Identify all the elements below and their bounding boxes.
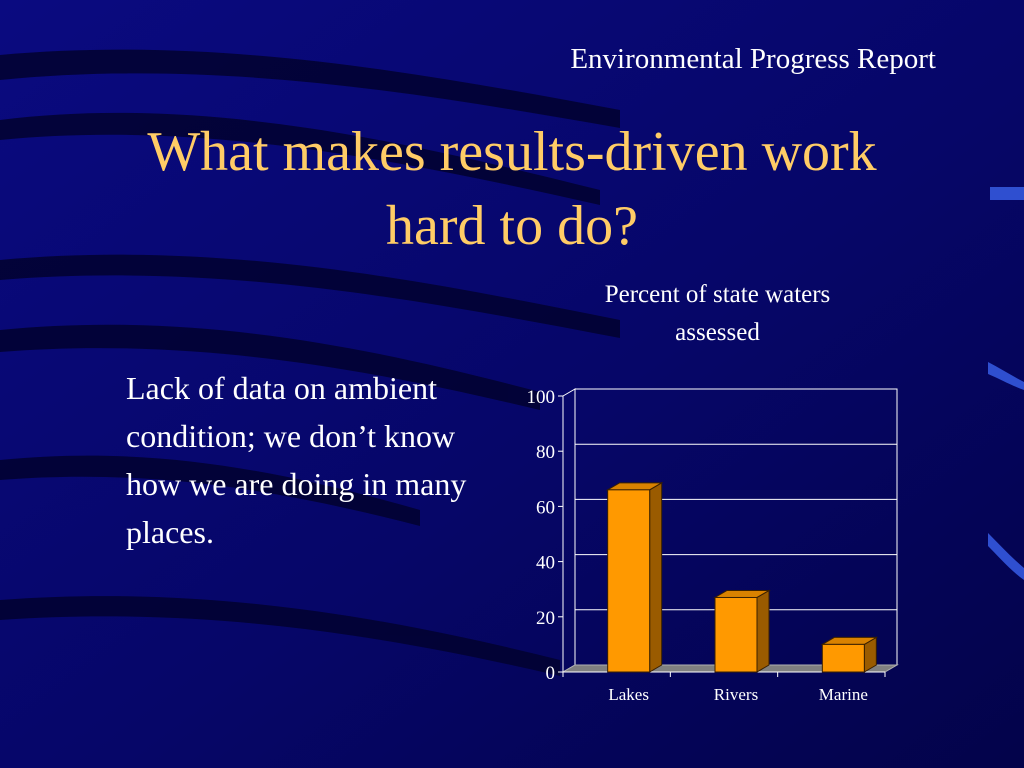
bar-side: [649, 481, 663, 673]
y-tick-label: 20: [536, 608, 555, 629]
bar: [821, 643, 865, 673]
slide-title-line-1: What makes results-driven work: [147, 121, 877, 183]
chart-title-line-1: Percent of state waters: [604, 281, 831, 308]
x-tick-label: Lakes: [608, 685, 649, 704]
y-tick-label: 80: [536, 442, 555, 463]
chart-title: Percent of state waters assessed: [560, 276, 875, 352]
slide-title-line-2: hard to do?: [386, 195, 638, 257]
slide-title: What makes results-driven work hard to d…: [40, 115, 984, 263]
y-tick-label: 60: [536, 497, 555, 518]
y-tick-label: 100: [527, 387, 556, 408]
x-tick-label: Marine: [819, 685, 868, 704]
x-tick-label: Rivers: [714, 685, 758, 704]
bar: [607, 489, 651, 673]
report-header-title: Environmental Progress Report: [570, 43, 936, 75]
chart-title-line-2: assessed: [675, 319, 760, 346]
bar-chart: 0 20 40 60 80 100 Lakes Rivers Marine: [527, 387, 899, 704]
y-tick-label: 0: [546, 663, 556, 684]
bar-side: [756, 589, 770, 673]
bar: [714, 596, 758, 673]
body-text: Lack of data on ambient condition; we do…: [126, 370, 467, 550]
plot-side-wall: [562, 388, 576, 673]
y-tick-label: 40: [536, 553, 555, 574]
